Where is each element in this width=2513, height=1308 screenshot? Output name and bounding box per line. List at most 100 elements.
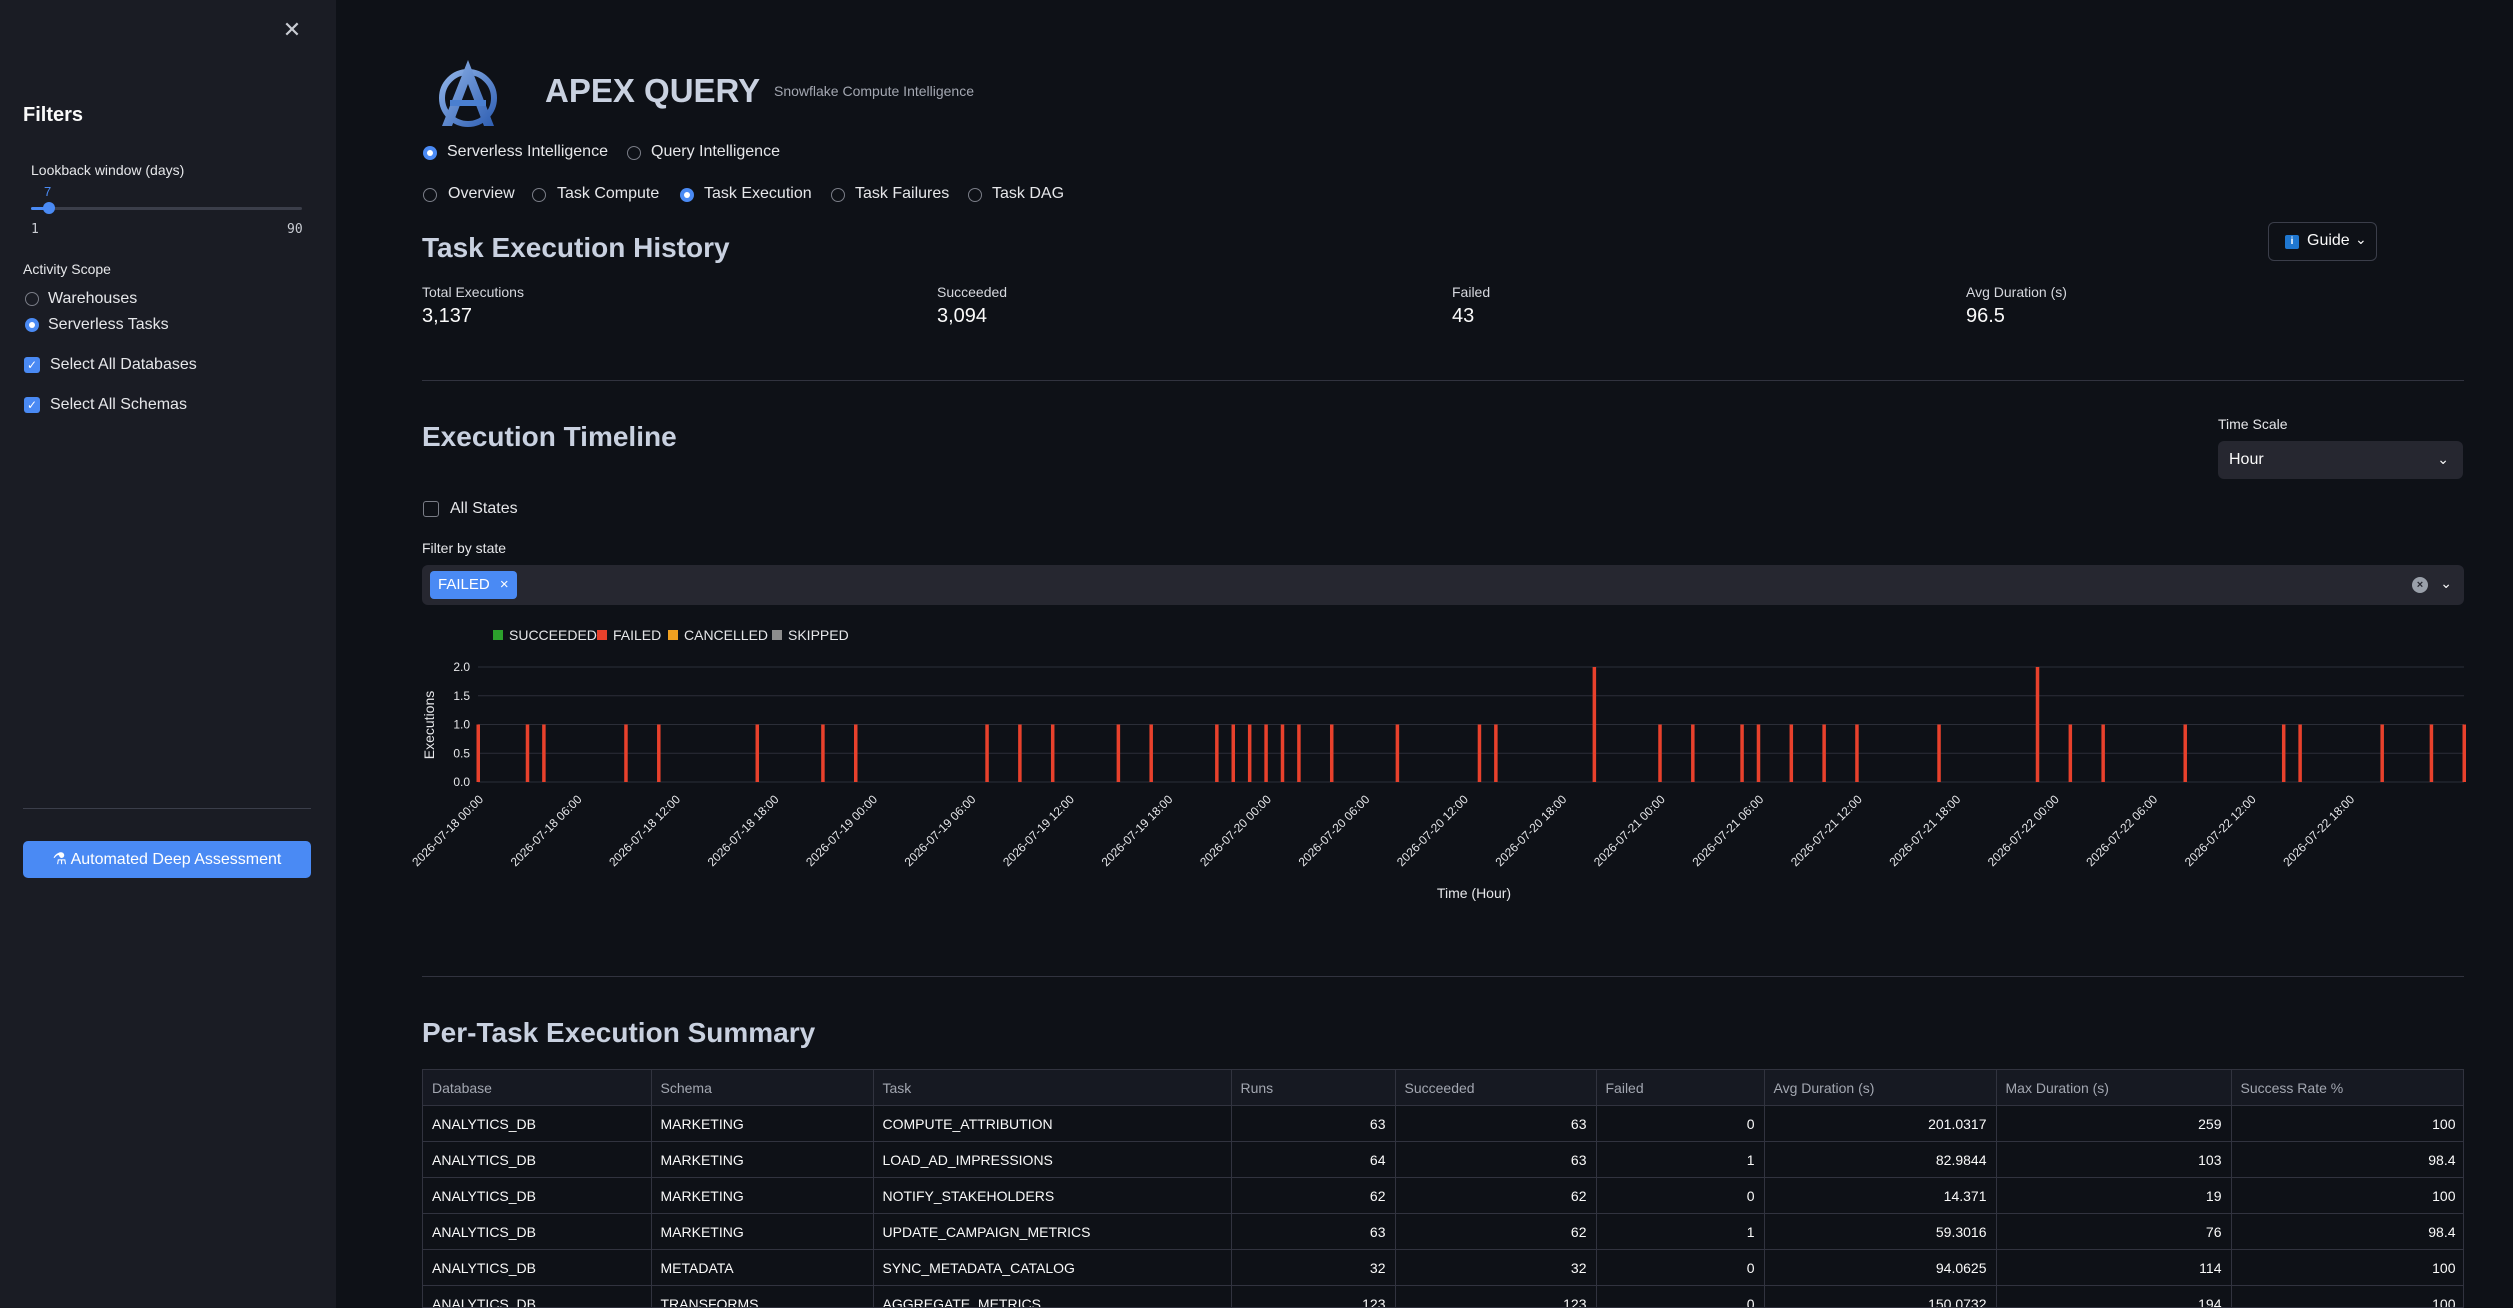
bar-failed[interactable] [1740,724,1744,783]
bar-failed[interactable] [1116,724,1121,783]
bar-failed[interactable] [1247,724,1252,783]
bar-failed[interactable] [1756,724,1761,783]
legend-label-skipped[interactable]: SKIPPED [788,627,849,643]
view-option-task-dag[interactable]: Task DAG [992,185,1065,202]
bar-failed[interactable] [755,724,760,783]
column-header[interactable]: Avg Duration (s) [1764,1070,1997,1106]
bar-failed[interactable] [821,724,825,783]
bar-failed[interactable] [1280,724,1285,783]
bar-failed[interactable] [624,724,628,783]
state-multiselect[interactable]: FAILED × × ⌄ [422,565,2464,605]
table-row[interactable]: ANALYTICS_DB MARKETING COMPUTE_ATTRIBUTION… [423,1105,2463,1142]
column-header[interactable]: Database [423,1070,652,1106]
bar-failed[interactable] [1231,724,1236,783]
select-all-schemas-checkbox[interactable]: ✓ [24,397,40,413]
table-row[interactable]: ANALYTICS_DB TRANSFORMS AGGREGATE_METRICS 1… [423,1285,2463,1307]
bar-failed[interactable] [1658,724,1662,783]
close-icon[interactable]: ✕ [282,17,302,42]
bar-failed[interactable] [1215,724,1219,783]
mode-radio-query[interactable] [627,146,641,160]
bar-failed[interactable] [525,724,530,783]
column-header[interactable]: Runs [1231,1070,1396,1106]
guide-button[interactable]: i Guide ⌄ [2268,222,2377,261]
lookback-slider-track[interactable] [31,207,302,210]
clear-icon[interactable]: × [2412,577,2428,593]
view-option-task-failures[interactable]: Task Failures [855,185,950,202]
bar-failed[interactable] [2035,667,2040,782]
column-header[interactable]: Success Rate % [2231,1070,2463,1106]
table-row[interactable]: ANALYTICS_DB METADATA SYNC_METADATA_CATALO… [423,1249,2463,1286]
bar-failed[interactable] [1264,724,1268,783]
bar-failed[interactable] [1592,667,1597,782]
bar-failed[interactable] [1149,724,1153,783]
chip-remove-icon[interactable]: × [499,576,509,593]
bar-failed[interactable] [1937,724,1941,783]
view-radio-task-dag[interactable] [968,188,982,202]
all-states-checkbox[interactable] [423,501,439,517]
bar-failed[interactable] [2281,724,2286,783]
bar-failed[interactable] [1395,724,1400,783]
view-radio-task-compute[interactable] [532,188,546,202]
legend-label-succeeded[interactable]: SUCCEEDED [509,627,597,643]
column-header[interactable]: Succeeded [1395,1070,1597,1106]
table-row[interactable]: ANALYTICS_DB MARKETING LOAD_AD_IMPRESSIONS… [423,1141,2463,1178]
bar-failed[interactable] [2068,724,2073,783]
column-header[interactable]: Task [873,1070,1232,1106]
table-cell: 100 [2231,1105,2463,1142]
select-all-schemas-label[interactable]: Select All Schemas [50,396,187,413]
table-row[interactable]: ANALYTICS_DB MARKETING UPDATE_CAMPAIGN_MET… [423,1213,2463,1250]
bar-failed[interactable] [657,724,661,783]
bar-failed[interactable] [1050,724,1055,783]
all-states-label[interactable]: All States [450,500,518,517]
bar-failed[interactable] [854,724,858,783]
scope-radio-serverless[interactable] [25,318,39,332]
column-header[interactable]: Schema [651,1070,874,1106]
mode-option-serverless[interactable]: Serverless Intelligence [447,143,608,160]
filters-title: Filters [23,104,84,126]
table-cell: 98.4 [2231,1141,2463,1178]
legend-label-cancelled[interactable]: CANCELLED [684,627,769,643]
chevron-down-icon[interactable]: ⌄ [2440,575,2452,591]
mode-option-query[interactable]: Query Intelligence [651,143,780,160]
bar-failed[interactable] [1691,724,1695,783]
bar-failed[interactable] [1494,724,1498,783]
select-all-databases-checkbox[interactable]: ✓ [24,357,40,373]
scope-option-serverless[interactable]: Serverless Tasks [48,316,169,333]
mode-radio-serverless[interactable] [423,146,437,160]
table-row[interactable]: ANALYTICS_DB MARKETING NOTIFY_STAKEHOLDERS… [423,1177,2463,1214]
bar-failed[interactable] [1329,724,1334,783]
bar-failed[interactable] [1822,724,1826,783]
column-header[interactable]: Failed [1596,1070,1765,1106]
bar-failed[interactable] [2298,724,2302,783]
scope-option-warehouses[interactable]: Warehouses [48,290,138,307]
bar-failed[interactable] [1477,724,1482,783]
view-option-overview[interactable]: Overview [448,185,515,202]
lookback-slider-thumb[interactable] [43,202,55,214]
select-all-databases-label[interactable]: Select All Databases [50,356,197,373]
scope-radio-warehouses[interactable] [25,292,39,306]
bar-failed[interactable] [1018,724,1022,783]
bar-failed[interactable] [476,724,481,783]
bar-failed[interactable] [2183,724,2187,783]
bar-failed[interactable] [2101,724,2105,783]
bar-failed[interactable] [2462,724,2467,783]
view-radio-task-execution[interactable] [680,188,694,202]
view-option-task-compute[interactable]: Task Compute [557,185,660,202]
column-header[interactable]: Max Duration (s) [1996,1070,2232,1106]
time-scale-select[interactable]: Hour ⌄ [2218,441,2463,479]
view-radio-task-failures[interactable] [831,188,845,202]
view-radio-overview[interactable] [423,188,437,202]
summary-table[interactable]: Database Schema Task Runs Succeeded Failed Avg… [422,1069,2464,1308]
deep-assessment-button[interactable]: ⚗ Automated Deep Assessment [23,841,311,878]
bar-failed[interactable] [1297,724,1301,783]
bar-failed[interactable] [2429,724,2434,783]
bar-failed[interactable] [1855,724,1859,783]
legend-label-failed[interactable]: FAILED [613,627,662,643]
bar-failed[interactable] [542,724,546,783]
bar-failed[interactable] [2380,724,2384,783]
table-cell: 114 [1996,1249,2232,1286]
bar-failed[interactable] [985,724,989,783]
state-chip-failed[interactable]: FAILED × [430,571,517,599]
bar-failed[interactable] [1789,724,1794,783]
view-option-task-execution[interactable]: Task Execution [704,185,812,202]
